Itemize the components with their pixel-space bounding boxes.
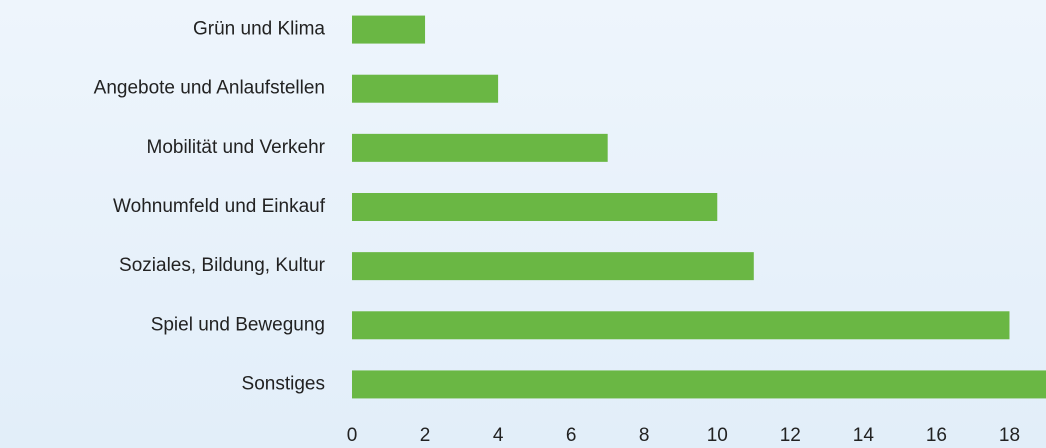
x-tick-label: 0 bbox=[347, 425, 358, 446]
y-tick-label: Spiel und Bewegung bbox=[151, 314, 325, 335]
y-tick-label: Soziales, Bildung, Kultur bbox=[119, 255, 326, 276]
y-tick-label: Mobilität und Verkehr bbox=[147, 137, 326, 158]
x-tick-label: 10 bbox=[707, 425, 728, 446]
x-tick-label: 4 bbox=[493, 425, 504, 446]
x-tick-label: 18 bbox=[999, 425, 1020, 446]
bar bbox=[352, 311, 1010, 340]
bar bbox=[352, 252, 754, 281]
x-tick-label: 14 bbox=[853, 425, 875, 446]
bar bbox=[352, 74, 499, 103]
bar bbox=[352, 15, 426, 44]
x-tick-label: 2 bbox=[420, 425, 431, 446]
y-tick-label: Wohnumfeld und Einkauf bbox=[113, 196, 326, 217]
x-tick-label: 12 bbox=[780, 425, 801, 446]
bar bbox=[352, 133, 608, 162]
y-tick-label: Grün und Klima bbox=[193, 19, 325, 40]
bar bbox=[352, 193, 718, 221]
y-tick-label: Angebote und Anlaufstellen bbox=[94, 78, 325, 99]
x-tick-label: 8 bbox=[639, 425, 650, 446]
x-tick-label: 6 bbox=[566, 425, 577, 446]
x-tick-label: 16 bbox=[926, 425, 947, 446]
y-tick-label: Sonstiges bbox=[242, 373, 325, 394]
bar bbox=[352, 370, 1046, 399]
